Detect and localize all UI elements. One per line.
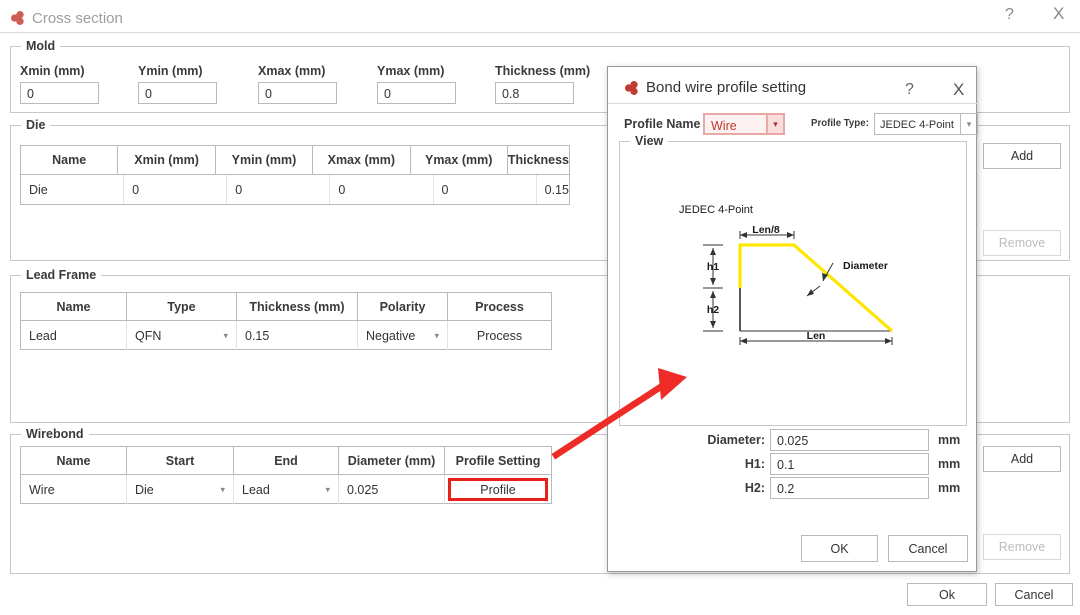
svg-text:Len/8: Len/8 (752, 224, 780, 236)
svg-text:Diameter: Diameter (843, 260, 888, 272)
svg-text:h2: h2 (707, 304, 719, 316)
svg-text:Len: Len (807, 330, 826, 342)
svg-text:h1: h1 (707, 261, 719, 273)
